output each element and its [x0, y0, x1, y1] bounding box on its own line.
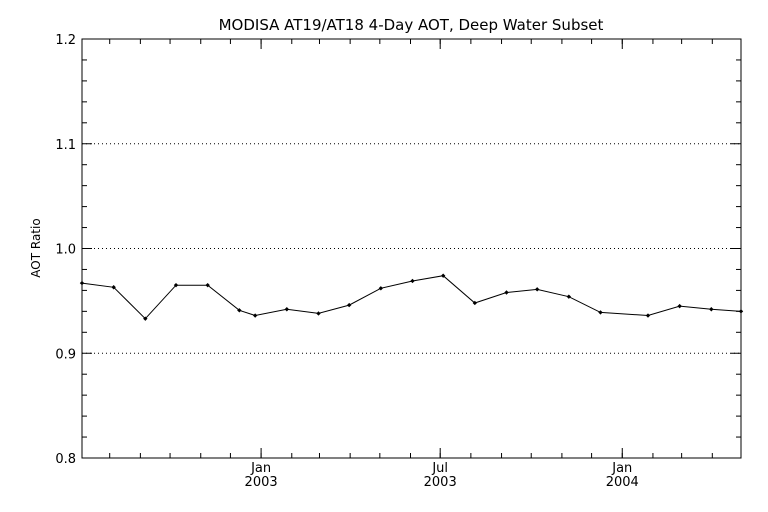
y-tick-label: 1.1 [55, 138, 76, 153]
series-ratio [79, 273, 744, 321]
chart-title: MODISA AT19/AT18 4-Day AOT, Deep Water S… [219, 16, 604, 34]
x-tick-label-year: 2003 [424, 475, 457, 490]
x-tick-label-month: Jul [431, 461, 448, 476]
data-point [534, 287, 540, 292]
data-point [504, 290, 509, 295]
data-point [378, 286, 384, 291]
data-point [346, 302, 352, 308]
y-axis: 0.8 0.9 1.0 1.1 1.2 [55, 33, 741, 467]
data-point [566, 294, 572, 299]
data-point [252, 313, 258, 318]
data-point [410, 278, 415, 284]
data-point [205, 282, 210, 288]
data-point [709, 307, 714, 312]
data-point [677, 303, 682, 309]
data-point [284, 307, 290, 312]
data-point [598, 310, 603, 315]
y-tick-label: 0.9 [55, 347, 76, 362]
series-line [81, 275, 742, 320]
x-tick-label-month: Jan [250, 461, 271, 476]
x-tick-label-month: Jan [611, 461, 632, 476]
x-tick-label-year: 2003 [245, 475, 278, 490]
data-point [237, 308, 242, 313]
data-point [472, 300, 478, 306]
data-point [440, 273, 446, 278]
data-point [738, 309, 744, 314]
gridlines [82, 143, 741, 354]
y-tick-label: 1.2 [55, 33, 76, 48]
x-tick-label-year: 2004 [606, 475, 639, 490]
y-axis-label: AOT Ratio [29, 218, 43, 277]
data-point [173, 282, 179, 288]
data-point [111, 285, 116, 290]
y-tick-label: 0.8 [55, 452, 76, 467]
data-point [143, 316, 148, 321]
data-point [79, 280, 85, 286]
data-point [645, 313, 651, 318]
y-tick-label: 1.0 [55, 243, 76, 258]
data-point [316, 311, 321, 316]
